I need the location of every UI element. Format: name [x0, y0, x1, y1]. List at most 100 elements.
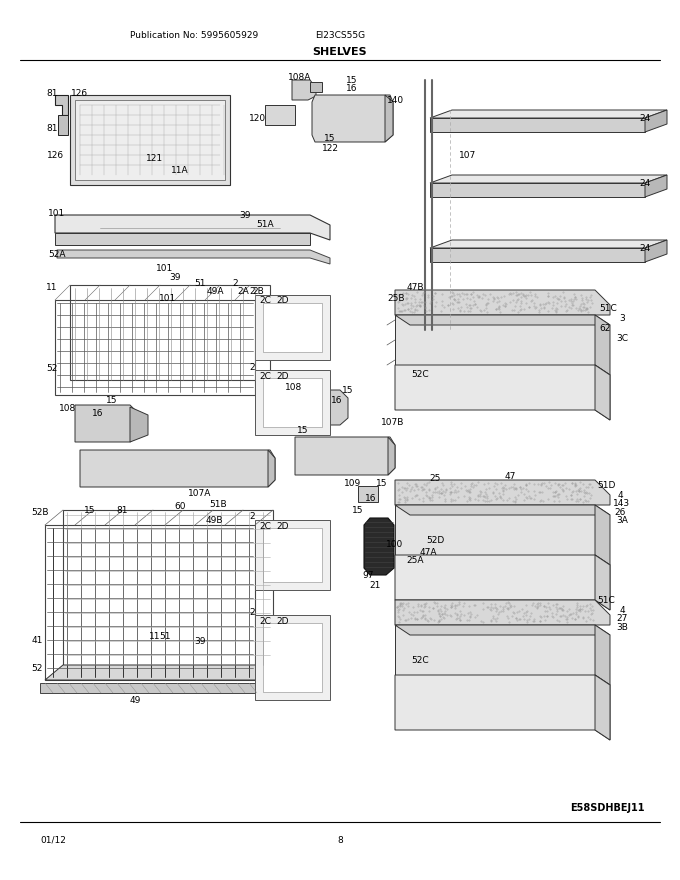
Text: 15: 15 [106, 395, 118, 405]
Text: 2: 2 [249, 287, 255, 296]
Text: 47A: 47A [420, 547, 437, 556]
Polygon shape [388, 437, 395, 475]
Polygon shape [395, 675, 610, 740]
Text: 26: 26 [614, 508, 626, 517]
Text: 2: 2 [249, 511, 255, 520]
Text: 51A: 51A [256, 219, 274, 229]
Polygon shape [395, 480, 610, 505]
Text: 51B: 51B [209, 500, 227, 509]
Text: 51C: 51C [599, 304, 617, 312]
Text: 49A: 49A [206, 287, 224, 296]
Text: 11: 11 [46, 282, 58, 291]
Text: 52C: 52C [411, 656, 429, 664]
Polygon shape [55, 215, 330, 240]
Polygon shape [130, 407, 148, 442]
Text: 108: 108 [59, 404, 77, 413]
Text: 109: 109 [344, 479, 362, 488]
Text: 16: 16 [92, 408, 104, 417]
Text: 39: 39 [239, 210, 251, 219]
Text: 11: 11 [149, 632, 160, 641]
Polygon shape [263, 378, 322, 427]
Polygon shape [255, 615, 330, 700]
Text: 140: 140 [388, 96, 405, 105]
Text: 11A: 11A [171, 165, 189, 174]
Polygon shape [645, 240, 667, 262]
Text: 25B: 25B [387, 294, 405, 303]
Polygon shape [395, 625, 610, 635]
Text: 97: 97 [362, 570, 374, 580]
Polygon shape [595, 675, 610, 740]
Text: 15: 15 [376, 479, 388, 488]
Text: 108: 108 [286, 383, 303, 392]
Text: 41: 41 [31, 635, 43, 644]
Polygon shape [430, 183, 645, 197]
Text: 15: 15 [352, 505, 364, 515]
Polygon shape [595, 505, 610, 565]
Polygon shape [395, 290, 610, 315]
Text: 27: 27 [616, 613, 628, 622]
Polygon shape [395, 600, 610, 625]
Text: 101: 101 [159, 294, 177, 303]
Text: 81: 81 [116, 505, 128, 515]
Text: 15: 15 [346, 76, 358, 84]
Polygon shape [312, 95, 393, 142]
Text: 4: 4 [619, 605, 625, 614]
Text: 3: 3 [619, 313, 625, 322]
Text: 15: 15 [342, 385, 354, 394]
Polygon shape [70, 95, 230, 185]
Text: 120: 120 [250, 114, 267, 122]
Polygon shape [255, 520, 330, 590]
Polygon shape [395, 505, 595, 555]
Text: 107B: 107B [381, 417, 405, 427]
Polygon shape [58, 115, 68, 135]
Polygon shape [292, 80, 316, 100]
Text: 51: 51 [159, 632, 171, 641]
Polygon shape [645, 175, 667, 197]
Polygon shape [255, 370, 330, 435]
Polygon shape [430, 240, 667, 248]
Polygon shape [595, 625, 610, 685]
Polygon shape [45, 665, 273, 680]
Text: 60: 60 [174, 502, 186, 510]
Polygon shape [364, 518, 394, 575]
Text: 2: 2 [249, 363, 255, 371]
Polygon shape [268, 450, 275, 487]
Text: 2: 2 [249, 607, 255, 617]
Polygon shape [430, 110, 667, 118]
Text: 81: 81 [46, 123, 58, 133]
Text: 15: 15 [84, 505, 96, 515]
Text: 24: 24 [639, 244, 651, 253]
Text: 122: 122 [322, 143, 339, 152]
Text: 16: 16 [331, 395, 343, 405]
Text: 126: 126 [71, 89, 88, 98]
Polygon shape [595, 555, 610, 610]
Polygon shape [310, 82, 322, 92]
Polygon shape [298, 390, 348, 425]
Text: 2D: 2D [277, 296, 289, 304]
Text: 2C: 2C [259, 617, 271, 626]
Polygon shape [430, 248, 645, 262]
Polygon shape [645, 110, 667, 132]
Text: 2C: 2C [259, 522, 271, 531]
Text: 3B: 3B [616, 622, 628, 632]
Polygon shape [57, 250, 330, 264]
Text: 126: 126 [48, 150, 65, 159]
Polygon shape [265, 105, 295, 125]
Polygon shape [430, 118, 645, 132]
Polygon shape [40, 683, 260, 693]
Text: 2D: 2D [277, 371, 289, 380]
Polygon shape [395, 315, 595, 365]
Text: 52A: 52A [48, 250, 66, 259]
Text: 101: 101 [48, 209, 66, 217]
Text: 39: 39 [169, 273, 181, 282]
Text: 52B: 52B [31, 508, 49, 517]
Text: 4: 4 [617, 490, 623, 500]
Text: 100: 100 [386, 539, 404, 548]
Polygon shape [263, 623, 322, 692]
Text: 49: 49 [129, 695, 141, 705]
Text: EI23CS55G: EI23CS55G [315, 31, 365, 40]
Polygon shape [295, 437, 395, 475]
Text: 2C: 2C [259, 371, 271, 380]
Text: 49B: 49B [205, 516, 223, 524]
Text: 24: 24 [639, 114, 651, 122]
